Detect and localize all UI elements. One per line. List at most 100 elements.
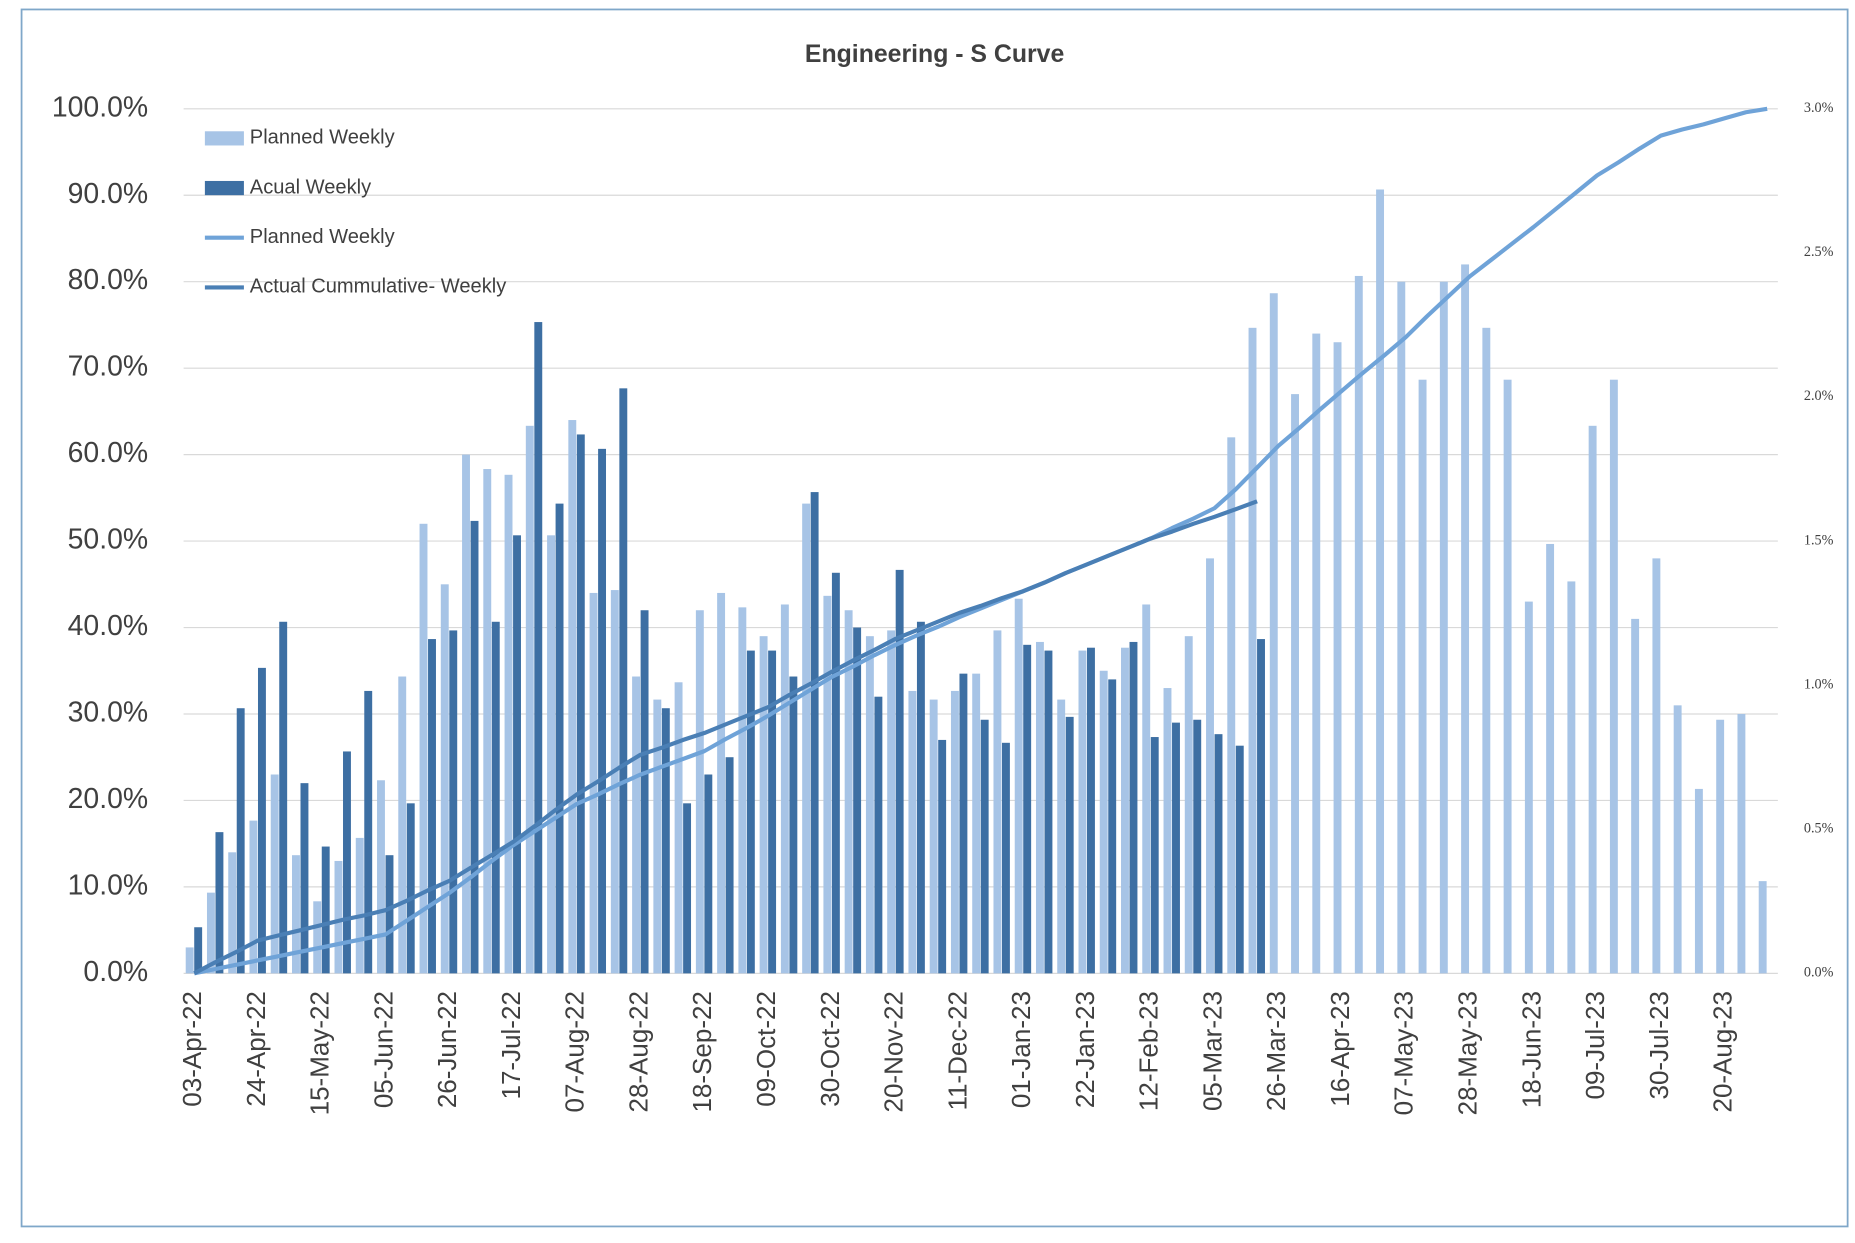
chart-title: Engineering - S Curve: [805, 41, 1064, 68]
bar: [1129, 641, 1138, 974]
bar: [343, 751, 351, 974]
y-tick-label: 60.0%: [68, 437, 148, 469]
bar: [895, 569, 904, 974]
legend-label: Planned Weekly: [250, 226, 395, 248]
bar: [640, 610, 649, 974]
x-tick-label: 05-Mar-23: [1197, 991, 1227, 1111]
chart-frame: [20, 8, 1849, 1228]
bar: [1609, 379, 1618, 974]
bar: [980, 719, 989, 974]
bar: [1397, 281, 1406, 974]
bar: [1121, 647, 1129, 974]
bar: [513, 535, 521, 974]
bar: [1461, 264, 1470, 974]
bar: [449, 630, 458, 974]
bar: [789, 676, 798, 974]
line: [193, 106, 1768, 976]
bar: [619, 388, 628, 974]
x-tick-label: 09-Jul-23: [1580, 991, 1610, 1099]
bar: [364, 690, 373, 974]
bar: [547, 535, 555, 974]
bars: [185, 189, 1767, 974]
bar: [194, 927, 203, 974]
bar: [406, 803, 415, 974]
bar: [1333, 342, 1342, 974]
bar: [738, 607, 747, 974]
bar: [1172, 722, 1180, 974]
bar: [916, 621, 925, 974]
bar: [1193, 719, 1202, 974]
x-tick-label: 01-Jan-23: [1006, 991, 1036, 1108]
x-tick-label: 03-Apr-22: [177, 991, 207, 1107]
bar: [1227, 437, 1236, 974]
bar: [483, 469, 492, 974]
bar: [1737, 713, 1746, 974]
bar: [1235, 745, 1244, 974]
x-tick-label: 24-Apr-22: [241, 991, 271, 1107]
bar: [377, 780, 385, 974]
bar: [228, 852, 237, 974]
bar: [321, 846, 330, 974]
bar: [398, 676, 407, 974]
bar: [257, 667, 266, 974]
bar: [661, 708, 670, 974]
legend-swatch: [204, 131, 244, 146]
bar: [993, 630, 1002, 974]
bar: [440, 584, 449, 974]
bar: [938, 739, 947, 974]
bar: [568, 420, 577, 974]
bar: [385, 855, 394, 974]
x-tick-label: 22-Jan-23: [1070, 991, 1100, 1108]
bar: [1001, 742, 1010, 974]
bar: [462, 454, 470, 974]
bar: [279, 621, 288, 974]
bar: [355, 837, 364, 974]
bar: [1108, 679, 1117, 974]
bar: [1184, 636, 1193, 974]
x-tick-label: 20-Aug-23: [1708, 991, 1738, 1112]
bar: [1503, 379, 1512, 974]
y-tick-label: 10.0%: [68, 869, 148, 901]
bar: [1163, 688, 1172, 974]
y-tick-label: 50.0%: [68, 524, 148, 556]
bar: [1354, 275, 1363, 974]
y-tick-label: 40.0%: [68, 610, 148, 642]
bar: [1312, 333, 1321, 974]
bar: [419, 523, 428, 974]
y2-tick-label: 1.0%: [1804, 676, 1834, 692]
bar: [972, 673, 981, 974]
y-tick-label: 0.0%: [83, 956, 148, 988]
bar: [1376, 189, 1385, 974]
bar: [491, 621, 500, 974]
y2-tick-label: 1.5%: [1804, 532, 1834, 548]
bar: [831, 572, 840, 974]
x-tick-label: 26-Jun-22: [432, 991, 462, 1108]
bar: [1631, 618, 1640, 974]
bar: [746, 650, 755, 974]
bar: [1150, 737, 1159, 974]
x-tick-label: 30-Oct-22: [815, 991, 845, 1107]
bar: [653, 699, 662, 974]
bar: [1291, 394, 1299, 974]
bar: [1758, 881, 1767, 974]
bar: [683, 803, 692, 974]
bar: [1065, 716, 1074, 974]
y2-tick-label: 0.0%: [1804, 965, 1834, 981]
bar: [1023, 644, 1032, 974]
x-tick-label: 26-Mar-23: [1261, 991, 1291, 1111]
bar: [1248, 327, 1257, 974]
x-tick-label: 07-Aug-22: [560, 991, 590, 1112]
bar: [844, 610, 853, 974]
y-tick-label: 80.0%: [68, 264, 148, 296]
line: [193, 499, 1258, 976]
x-tick-label: 17-Jul-22: [496, 991, 526, 1099]
bar: [1567, 581, 1576, 974]
bar: [717, 592, 726, 974]
bar: [853, 627, 862, 974]
bar: [525, 425, 534, 974]
y-tick-label: 20.0%: [68, 783, 148, 815]
bar: [249, 820, 258, 974]
y-tick-label: 90.0%: [68, 178, 148, 210]
y-tick-label: 100.0%: [52, 91, 148, 123]
y-tick-label: 30.0%: [68, 696, 148, 728]
